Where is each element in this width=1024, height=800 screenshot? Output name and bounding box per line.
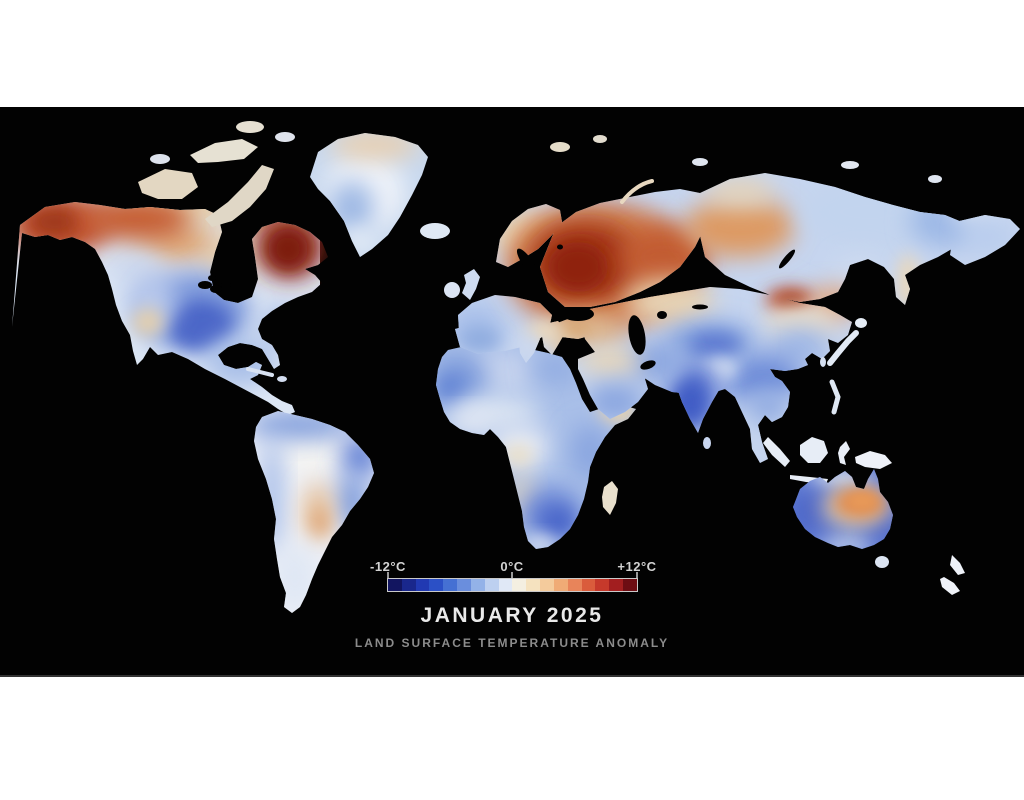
world-temperature-anomaly-map [0, 107, 1024, 677]
lake-balkhash [692, 304, 708, 310]
taiwan [820, 357, 826, 367]
tasmania [875, 556, 889, 568]
sumatra [763, 437, 790, 467]
japan [827, 330, 859, 366]
letterbox-bottom [0, 677, 1024, 800]
hispaniola [277, 376, 287, 382]
great-britain [462, 269, 480, 300]
sri-lanka [703, 437, 711, 449]
letterbox-top [0, 0, 1024, 107]
lake-baikal [778, 249, 796, 269]
sulawesi [838, 441, 850, 465]
canadian-arctic-islands [138, 121, 295, 227]
greenland [310, 133, 428, 257]
ireland [444, 282, 460, 298]
video-frame: -12°C 0°C +12°C JANUARY 2025 LAND SURFAC… [0, 107, 1024, 677]
madagascar [602, 481, 618, 515]
caspian-sea [628, 315, 646, 355]
baltic-sea [516, 248, 538, 276]
video-bottom-edge [0, 675, 1024, 677]
aral-sea [657, 311, 667, 319]
new-guinea [855, 451, 892, 469]
iceland [420, 223, 450, 239]
svalbard [550, 142, 570, 152]
novaya-zemlya [620, 179, 654, 204]
new-zealand [940, 555, 965, 595]
philippines [829, 379, 841, 415]
maritime-southeast-asia [763, 437, 892, 484]
borneo [800, 437, 828, 463]
lake-ladoga [557, 244, 563, 250]
great-lakes [198, 281, 212, 289]
hokkaido [855, 318, 867, 328]
persian-gulf [640, 360, 656, 370]
cuba [246, 367, 274, 377]
inland-water [198, 244, 796, 370]
black-sea [562, 307, 594, 321]
eurasian-islands [246, 135, 942, 449]
